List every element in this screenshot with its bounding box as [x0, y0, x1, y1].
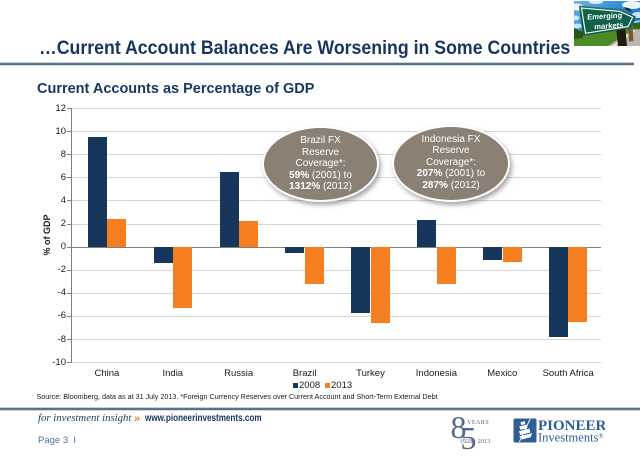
svg-text:markets: markets — [594, 20, 623, 31]
svg-text:Emerging: Emerging — [587, 11, 623, 22]
svg-text:PIONEER: PIONEER — [538, 418, 605, 434]
svg-text:Investments®: Investments® — [538, 431, 604, 445]
